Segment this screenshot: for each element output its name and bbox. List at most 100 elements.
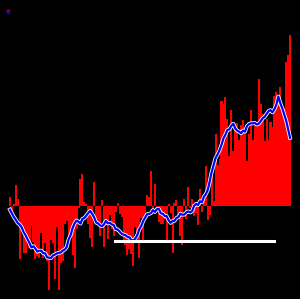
Bar: [40, 206, 42, 233]
Bar: [285, 62, 287, 206]
Bar: [89, 206, 91, 238]
Bar: [256, 122, 258, 206]
Bar: [107, 206, 109, 239]
Bar: [124, 206, 127, 245]
Bar: [254, 122, 256, 206]
Bar: [189, 206, 191, 208]
Bar: [228, 156, 230, 206]
Bar: [25, 206, 27, 253]
Bar: [169, 206, 172, 213]
Bar: [15, 185, 17, 206]
Bar: [260, 104, 262, 206]
Bar: [93, 181, 95, 206]
Bar: [242, 120, 244, 206]
Bar: [289, 35, 291, 206]
Bar: [158, 206, 160, 222]
Bar: [60, 206, 62, 263]
Bar: [224, 97, 226, 206]
Bar: [168, 204, 169, 206]
Bar: [252, 140, 254, 206]
Bar: [26, 206, 28, 243]
Bar: [269, 122, 272, 206]
Bar: [87, 206, 89, 225]
Bar: [287, 55, 289, 206]
Bar: [76, 206, 78, 228]
Bar: [279, 87, 281, 206]
Bar: [213, 202, 215, 206]
Bar: [48, 206, 50, 294]
Bar: [195, 206, 197, 213]
Bar: [240, 125, 242, 206]
Bar: [154, 184, 156, 206]
Bar: [52, 206, 54, 243]
Bar: [36, 206, 38, 256]
Bar: [50, 206, 52, 240]
Bar: [44, 206, 46, 242]
Bar: [54, 206, 56, 279]
Bar: [62, 206, 64, 261]
Bar: [111, 206, 113, 229]
Bar: [126, 206, 128, 255]
Bar: [83, 202, 85, 206]
Bar: [218, 159, 220, 206]
Bar: [244, 132, 246, 206]
Bar: [199, 189, 201, 206]
Bar: [77, 206, 80, 208]
Bar: [81, 174, 83, 206]
Bar: [266, 120, 268, 206]
Bar: [28, 206, 31, 248]
Bar: [179, 206, 182, 236]
Bar: [144, 206, 146, 216]
Bar: [138, 206, 140, 257]
Bar: [156, 206, 158, 210]
Legend: , : ,: [7, 10, 10, 13]
Bar: [264, 141, 266, 206]
Bar: [226, 119, 228, 206]
Bar: [275, 91, 278, 206]
Bar: [272, 127, 274, 206]
Bar: [117, 203, 119, 206]
Bar: [66, 206, 68, 221]
Bar: [152, 206, 154, 211]
Bar: [201, 206, 203, 212]
Bar: [134, 206, 136, 228]
Bar: [97, 206, 99, 222]
Bar: [142, 206, 144, 240]
Bar: [185, 206, 187, 219]
Bar: [17, 199, 19, 206]
Bar: [187, 187, 189, 206]
Bar: [72, 206, 74, 255]
Bar: [217, 165, 219, 206]
Bar: [146, 195, 148, 206]
Bar: [183, 199, 185, 206]
Bar: [150, 171, 152, 206]
Bar: [118, 206, 121, 214]
Bar: [68, 206, 70, 242]
Bar: [95, 206, 97, 225]
Bar: [70, 206, 72, 236]
Bar: [80, 179, 82, 206]
Bar: [122, 206, 124, 243]
Bar: [211, 169, 213, 206]
Bar: [181, 206, 183, 245]
Bar: [281, 109, 283, 206]
Bar: [203, 199, 205, 206]
Bar: [258, 79, 260, 206]
Bar: [11, 206, 13, 216]
Bar: [103, 206, 105, 247]
Bar: [21, 206, 23, 230]
Bar: [85, 204, 87, 206]
Bar: [34, 206, 36, 259]
Bar: [42, 206, 44, 258]
Bar: [207, 206, 209, 220]
Bar: [176, 200, 178, 206]
Bar: [38, 206, 40, 258]
Bar: [222, 104, 224, 206]
Bar: [214, 135, 217, 206]
Bar: [268, 141, 270, 206]
Bar: [283, 109, 285, 206]
Bar: [205, 166, 207, 206]
Bar: [74, 206, 76, 268]
Bar: [32, 206, 34, 242]
Bar: [30, 206, 32, 226]
